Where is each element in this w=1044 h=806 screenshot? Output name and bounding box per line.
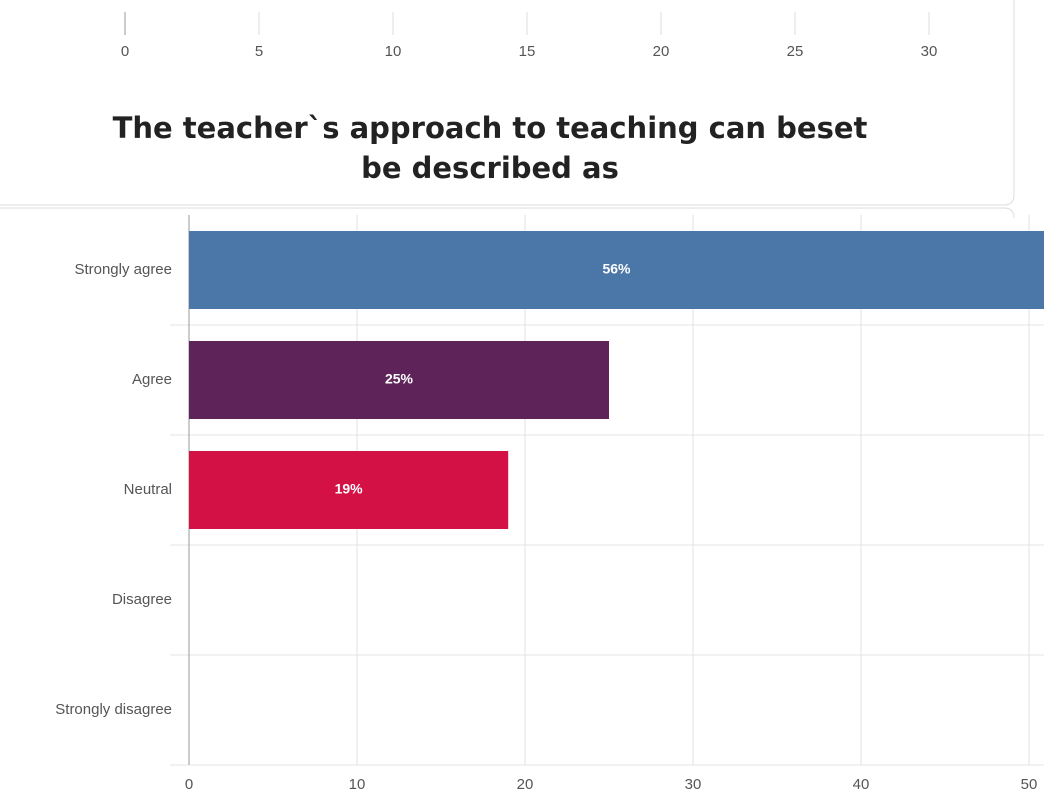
x-tick-label: 50 — [1021, 776, 1038, 793]
card-border — [0, 0, 1015, 206]
y-tick-label: Strongly agree — [74, 261, 172, 278]
x-tick-label: 15 — [519, 43, 536, 60]
bar — [189, 451, 509, 529]
x-tick-label: 40 — [853, 776, 870, 793]
bar — [189, 231, 1044, 309]
x-tick-label: 0 — [185, 776, 193, 793]
y-tick-label: Strongly disagree — [55, 701, 172, 718]
x-tick-label: 30 — [685, 776, 702, 793]
x-tick-label: 20 — [517, 776, 534, 793]
x-tick-label: 10 — [385, 43, 402, 60]
x-tick-label: 25 — [787, 43, 804, 60]
x-tick-label: 5 — [255, 43, 263, 60]
value-label: 25% — [385, 371, 414, 387]
bar — [189, 341, 609, 419]
x-tick-label: 30 — [921, 43, 938, 60]
card-border — [0, 207, 1015, 219]
x-tick-label: 0 — [121, 43, 129, 60]
y-tick-label: Disagree — [112, 591, 172, 608]
x-tick-label: 10 — [349, 776, 366, 793]
chart-title: The teacher`s approach to teaching can b… — [113, 111, 868, 185]
x-tick-label: 20 — [653, 43, 670, 60]
y-tick-label: Agree — [132, 371, 172, 388]
value-label: 56% — [602, 261, 631, 277]
value-label: 19% — [335, 481, 364, 497]
y-tick-label: Neutral — [124, 481, 172, 498]
